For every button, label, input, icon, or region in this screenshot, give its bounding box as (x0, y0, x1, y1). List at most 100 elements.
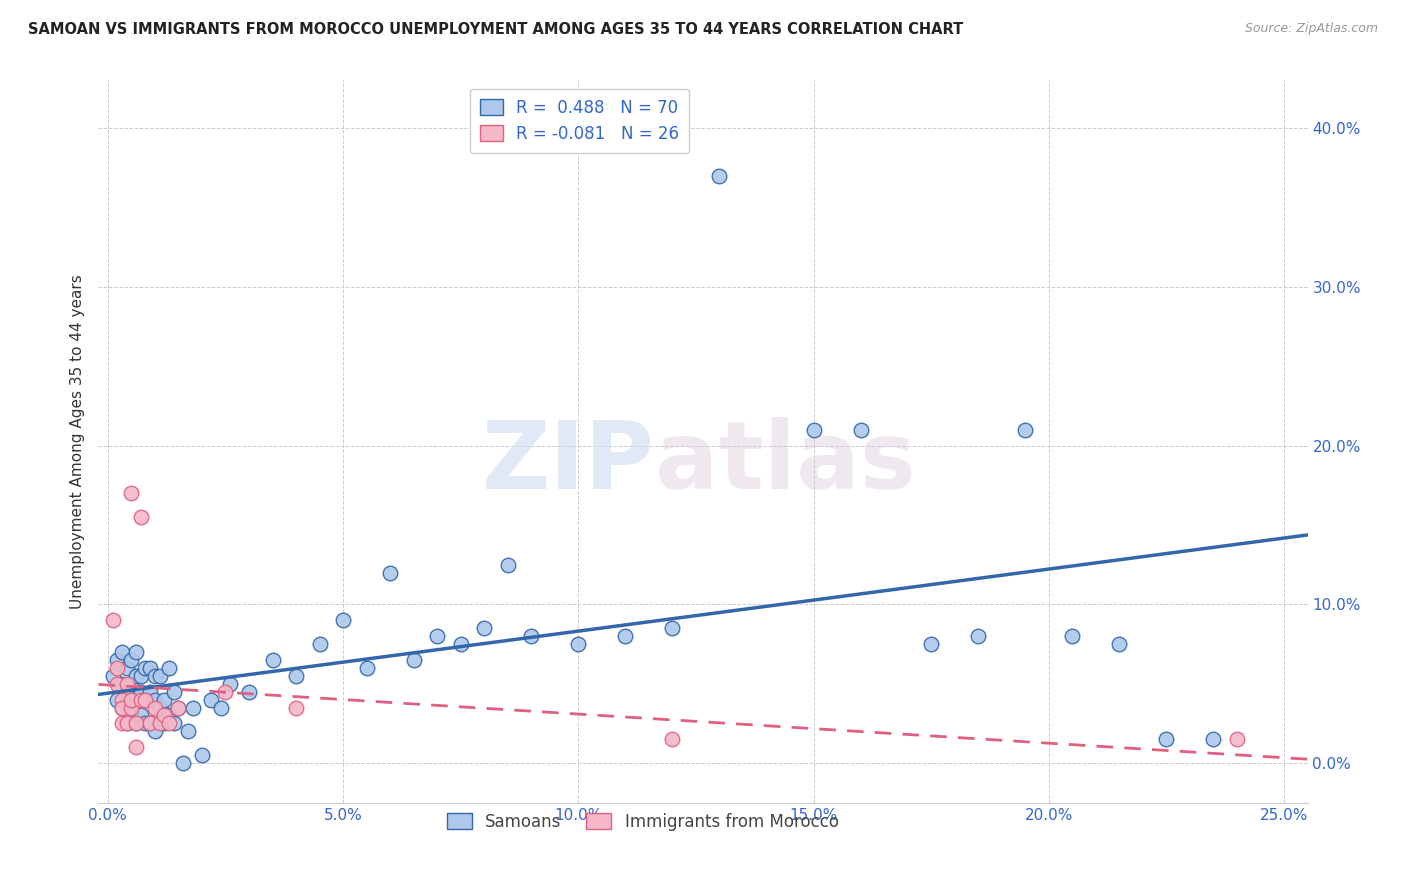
Point (134, 692, 156, 706)
Point (1108, 637, 1130, 651)
Point (709, 169, 731, 183)
Point (125, 740, 148, 755)
Point (378, 566, 401, 580)
Point (143, 669, 166, 683)
Point (614, 629, 637, 643)
Point (134, 661, 156, 675)
Point (115, 716, 138, 731)
Point (120, 653, 142, 667)
Point (115, 676, 138, 690)
Point (134, 692, 156, 706)
Y-axis label: Unemployment Among Ages 35 to 44 years: Unemployment Among Ages 35 to 44 years (69, 274, 84, 609)
Point (129, 684, 152, 698)
Point (125, 645, 148, 659)
Point (172, 756, 194, 770)
Point (115, 684, 138, 698)
Point (129, 510, 152, 524)
Point (139, 716, 162, 731)
Point (163, 684, 186, 698)
Point (129, 669, 152, 683)
Point (214, 684, 236, 698)
Point (450, 637, 472, 651)
Point (661, 621, 683, 635)
Point (803, 423, 825, 437)
Point (120, 676, 142, 690)
Point (285, 669, 308, 683)
Point (661, 732, 683, 747)
Point (111, 645, 134, 659)
Point (139, 716, 162, 731)
Text: SAMOAN VS IMMIGRANTS FROM MOROCCO UNEMPLOYMENT AMONG AGES 35 TO 44 YEARS CORRELA: SAMOAN VS IMMIGRANTS FROM MOROCCO UNEMPL… (28, 22, 963, 37)
Point (101, 613, 124, 627)
Point (1202, 732, 1225, 747)
Text: Source: ZipAtlas.com: Source: ZipAtlas.com (1244, 22, 1378, 36)
Point (219, 676, 242, 690)
Point (125, 716, 148, 731)
Point (426, 629, 449, 643)
Point (849, 423, 872, 437)
Point (520, 629, 543, 643)
Point (125, 716, 148, 731)
Point (111, 700, 134, 714)
Point (472, 621, 495, 635)
Point (1062, 629, 1084, 643)
Text: atlas: atlas (655, 417, 915, 509)
Point (120, 692, 142, 706)
Point (967, 629, 990, 643)
Point (191, 748, 214, 763)
Point (332, 613, 354, 627)
Point (111, 692, 134, 706)
Point (1156, 732, 1178, 747)
Point (129, 692, 152, 706)
Text: ZIP: ZIP (482, 417, 655, 509)
Point (308, 637, 330, 651)
Point (149, 700, 172, 714)
Point (157, 708, 180, 723)
Point (153, 716, 176, 731)
Point (356, 661, 378, 675)
Point (120, 708, 142, 723)
Point (1014, 423, 1036, 437)
Point (262, 653, 284, 667)
Point (143, 692, 166, 706)
Point (105, 661, 128, 675)
Point (143, 700, 166, 714)
Point (139, 661, 162, 675)
Point (181, 700, 204, 714)
Point (153, 692, 176, 706)
Point (149, 669, 172, 683)
Point (105, 692, 128, 706)
Point (111, 676, 134, 690)
Point (238, 684, 260, 698)
Point (567, 637, 589, 651)
Point (120, 486, 142, 500)
Point (167, 700, 190, 714)
Point (167, 700, 190, 714)
Point (134, 716, 156, 731)
Point (105, 653, 128, 667)
Legend: Samoans, Immigrants from Morocco: Samoans, Immigrants from Morocco (440, 806, 845, 838)
Point (120, 700, 142, 714)
Point (129, 708, 152, 723)
Point (402, 653, 425, 667)
Point (1226, 732, 1249, 747)
Point (153, 708, 176, 723)
Point (285, 700, 308, 714)
Point (115, 661, 138, 675)
Point (125, 692, 148, 706)
Point (125, 669, 148, 683)
Point (115, 716, 138, 731)
Point (101, 669, 124, 683)
Point (139, 684, 162, 698)
Point (200, 692, 222, 706)
Point (149, 716, 172, 731)
Point (105, 676, 128, 690)
Point (111, 716, 134, 731)
Point (157, 661, 180, 675)
Point (111, 700, 134, 714)
Point (163, 716, 186, 731)
Point (920, 637, 942, 651)
Point (143, 724, 166, 739)
Point (157, 716, 180, 731)
Point (209, 700, 232, 714)
